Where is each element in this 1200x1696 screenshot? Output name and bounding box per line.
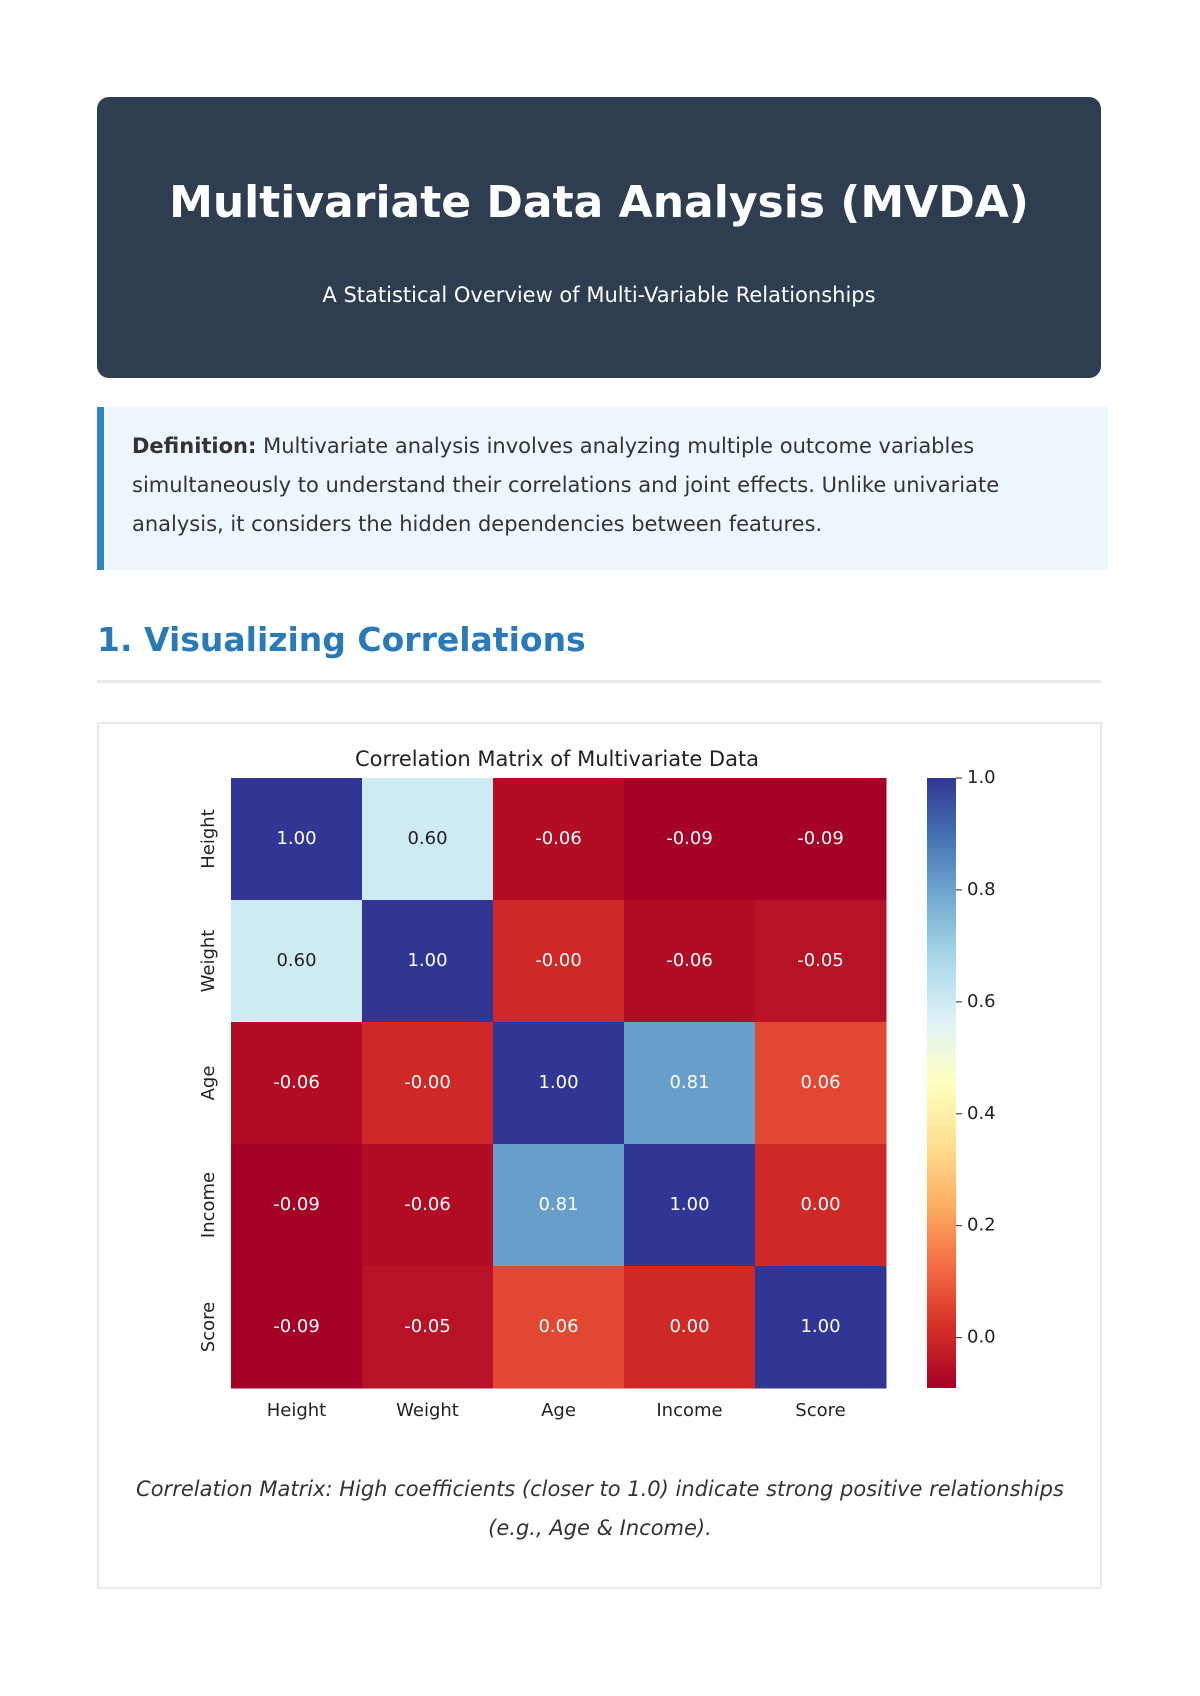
definition-label: Definition: xyxy=(132,434,257,458)
cell-label: -0.00 xyxy=(535,950,582,971)
heatmap-cell xyxy=(493,1266,625,1389)
heatmap-cell xyxy=(231,1022,363,1145)
definition-text: Multivariate analysis involves analyzing… xyxy=(132,434,1000,536)
heatmap-cell xyxy=(624,1022,756,1145)
cell-label: 0.81 xyxy=(538,1194,578,1215)
cell-label: -0.06 xyxy=(404,1194,451,1215)
cell-label: 1.00 xyxy=(407,950,447,971)
colorbar-tick-label: 0.4 xyxy=(967,1103,996,1124)
page-title: Multivariate Data Analysis (MVDA) xyxy=(169,177,1029,228)
figure-box xyxy=(97,722,1102,1589)
cell-label: -0.09 xyxy=(273,1194,320,1215)
definition-box: Definition: Multivariate analysis involv… xyxy=(97,407,1108,570)
y-tick-label: Score xyxy=(198,1302,219,1352)
cell-label: -0.06 xyxy=(535,828,582,849)
heatmap-cell xyxy=(231,1144,363,1267)
heatmap-cell xyxy=(362,1144,494,1267)
x-tick-label: Score xyxy=(795,1400,845,1421)
heatmap-cell xyxy=(493,778,625,901)
cell-label: 0.81 xyxy=(669,1072,709,1093)
colorbar-tick-label: 0.8 xyxy=(967,879,996,900)
colorbar-tick-label: 0.0 xyxy=(967,1327,996,1348)
heatmap-cell xyxy=(362,1022,494,1145)
heatmap-cell xyxy=(493,1022,625,1145)
cell-label: 0.60 xyxy=(276,950,316,971)
cell-label: 1.00 xyxy=(669,1194,709,1215)
section-rule xyxy=(97,680,1101,683)
cell-label: 0.06 xyxy=(538,1316,578,1337)
cell-label: -0.06 xyxy=(273,1072,320,1093)
x-tick-label: Income xyxy=(656,1400,722,1421)
heatmap-cell xyxy=(231,900,363,1023)
cell-label: -0.09 xyxy=(797,828,844,849)
heatmap-cell xyxy=(755,1144,887,1267)
cell-label: -0.00 xyxy=(404,1072,451,1093)
x-tick-label: Weight xyxy=(396,1400,459,1421)
colorbar-tick-label: 1.0 xyxy=(967,767,996,788)
y-tick-label: Weight xyxy=(198,930,219,993)
heatmap-cell xyxy=(362,900,494,1023)
cell-label: 0.00 xyxy=(669,1316,709,1337)
heatmap-cell xyxy=(231,1266,363,1389)
heatmap-cell xyxy=(231,778,363,901)
heatmap-cell xyxy=(493,900,625,1023)
heatmap-cell xyxy=(624,1144,756,1267)
cell-label: 0.06 xyxy=(800,1072,840,1093)
x-tick-label: Age xyxy=(541,1400,576,1421)
heatmap-cell xyxy=(362,778,494,901)
cell-label: -0.09 xyxy=(666,828,713,849)
cell-label: -0.09 xyxy=(273,1316,320,1337)
heatmap-cell xyxy=(755,900,887,1023)
y-tick-label: Age xyxy=(198,1066,219,1101)
page-subtitle: A Statistical Overview of Multi-Variable… xyxy=(322,283,876,307)
cell-label: -0.05 xyxy=(404,1316,451,1337)
cell-label: 1.00 xyxy=(276,828,316,849)
chart: Correlation Matrix of Multivariate Data … xyxy=(198,747,996,1421)
x-tick-label: Height xyxy=(267,1400,327,1421)
heatmap-cell xyxy=(755,1022,887,1145)
chart-title: Correlation Matrix of Multivariate Data xyxy=(355,747,759,771)
heatmap-cell xyxy=(624,1266,756,1389)
colorbar-tick-label: 0.2 xyxy=(967,1215,996,1236)
cell-label: 0.60 xyxy=(407,828,447,849)
y-tick-label: Height xyxy=(198,809,219,869)
colorbar xyxy=(927,778,956,1388)
heatmap-cell xyxy=(755,1266,887,1389)
caption: Correlation Matrix: High coefficients (c… xyxy=(136,1477,1064,1540)
cell-label: 1.00 xyxy=(538,1072,578,1093)
heatmap-cell xyxy=(362,1266,494,1389)
heatmap-cell xyxy=(624,900,756,1023)
cell-label: 1.00 xyxy=(800,1316,840,1337)
heatmap-cell xyxy=(493,1144,625,1267)
header: Multivariate Data Analysis (MVDA) A Stat… xyxy=(97,97,1101,378)
heatmap-cell xyxy=(624,778,756,901)
cell-label: -0.06 xyxy=(666,950,713,971)
section-heading: 1. Visualizing Correlations xyxy=(97,620,586,659)
cell-label: -0.05 xyxy=(797,950,844,971)
y-tick-label: Income xyxy=(198,1172,219,1238)
cell-label: 0.00 xyxy=(800,1194,840,1215)
colorbar-tick-label: 0.6 xyxy=(967,991,996,1012)
heatmap-cell xyxy=(755,778,887,901)
